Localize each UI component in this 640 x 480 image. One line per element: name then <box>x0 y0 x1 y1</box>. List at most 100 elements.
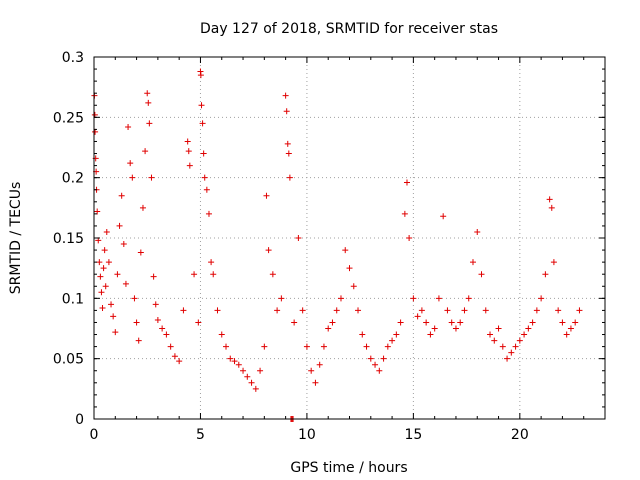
plot-frame <box>93 56 606 420</box>
y-tick-label: 0.25 <box>53 110 84 126</box>
data-point <box>316 361 323 368</box>
data-point <box>474 228 481 235</box>
data-point <box>576 307 583 314</box>
y-tick-label: 0.15 <box>53 231 84 247</box>
y-tick-label: 0 <box>75 412 84 428</box>
data-point <box>299 307 306 314</box>
data-point <box>199 120 206 127</box>
data-point <box>150 273 157 280</box>
y-axis-label: SRMTID / TECUs <box>8 182 24 295</box>
data-point <box>308 367 315 374</box>
data-point <box>359 331 366 338</box>
x-tick-label: 15 <box>404 427 422 443</box>
data-point <box>563 331 570 338</box>
y-tick-label: 0.1 <box>62 291 84 307</box>
data-point <box>248 379 255 386</box>
data-point <box>257 367 264 374</box>
data-point <box>342 247 349 254</box>
data-point <box>144 90 151 97</box>
data-point <box>529 319 536 326</box>
data-point <box>559 319 566 326</box>
data-point <box>269 271 276 278</box>
data-point <box>278 295 285 302</box>
data-point <box>491 337 498 344</box>
data-point <box>205 210 212 217</box>
data-point <box>333 307 340 314</box>
data-point <box>108 301 115 308</box>
data-point <box>167 343 174 350</box>
data-point <box>208 259 215 266</box>
y-tick-label: 0.05 <box>53 352 84 368</box>
data-point <box>363 343 370 350</box>
data-point <box>145 99 152 106</box>
data-point <box>546 196 553 203</box>
data-point <box>435 295 442 302</box>
data-point <box>265 247 272 254</box>
data-point <box>312 379 319 386</box>
data-point <box>180 307 187 314</box>
data-point <box>423 319 430 326</box>
data-point <box>200 150 207 157</box>
data-point <box>406 235 413 241</box>
data-point <box>98 289 105 296</box>
data-point <box>96 259 103 266</box>
data-point <box>329 319 336 326</box>
data-point <box>118 192 125 199</box>
data-point <box>478 271 485 278</box>
data-point <box>210 271 217 278</box>
x-tick-label: 10 <box>298 427 316 443</box>
data-point <box>320 343 327 350</box>
data-point <box>469 259 476 266</box>
data-point <box>127 160 134 167</box>
data-point <box>550 259 557 266</box>
data-point <box>244 373 251 380</box>
data-point <box>214 307 221 314</box>
data-point <box>346 265 353 272</box>
data-point <box>461 307 468 314</box>
data-point <box>283 108 290 115</box>
data-point <box>542 271 549 278</box>
data-point <box>100 265 107 272</box>
data-point <box>367 355 374 362</box>
data-point <box>508 349 515 356</box>
data-point <box>295 235 302 241</box>
data-point <box>218 331 225 338</box>
data-point <box>152 301 159 308</box>
data-point <box>403 179 410 186</box>
data-point <box>440 213 447 220</box>
data-point <box>223 343 230 350</box>
data-point <box>538 295 545 302</box>
data-point <box>504 355 511 362</box>
data-point <box>227 355 234 362</box>
data-point <box>195 319 202 326</box>
data-point <box>261 343 268 350</box>
data-point <box>171 353 178 360</box>
data-point <box>97 273 104 280</box>
data-point <box>457 319 464 326</box>
data-point <box>384 343 391 350</box>
data-point <box>533 307 540 314</box>
data-point <box>137 249 144 256</box>
data-point <box>444 307 451 314</box>
tick-labels: 0 5 10 15 20 0 0.05 0.1 0.15 0.2 0.25 0.3 <box>53 50 529 443</box>
data-point <box>99 304 106 311</box>
data-point <box>284 140 291 147</box>
data-point <box>410 295 417 302</box>
data-point <box>427 331 434 338</box>
data-point <box>231 358 238 365</box>
data-point <box>380 355 387 362</box>
data-point <box>431 325 438 332</box>
x-tick-label: 5 <box>196 427 205 443</box>
data-point <box>133 319 140 326</box>
data-point <box>521 331 528 338</box>
data-point <box>125 123 132 130</box>
data-point <box>176 358 183 365</box>
data-point <box>185 148 192 155</box>
grid-lines <box>94 57 605 419</box>
data-point <box>397 319 404 326</box>
data-point <box>512 343 519 350</box>
data-point <box>516 337 523 344</box>
data-point <box>159 325 166 332</box>
data-point <box>286 174 293 181</box>
data-point <box>154 317 161 324</box>
